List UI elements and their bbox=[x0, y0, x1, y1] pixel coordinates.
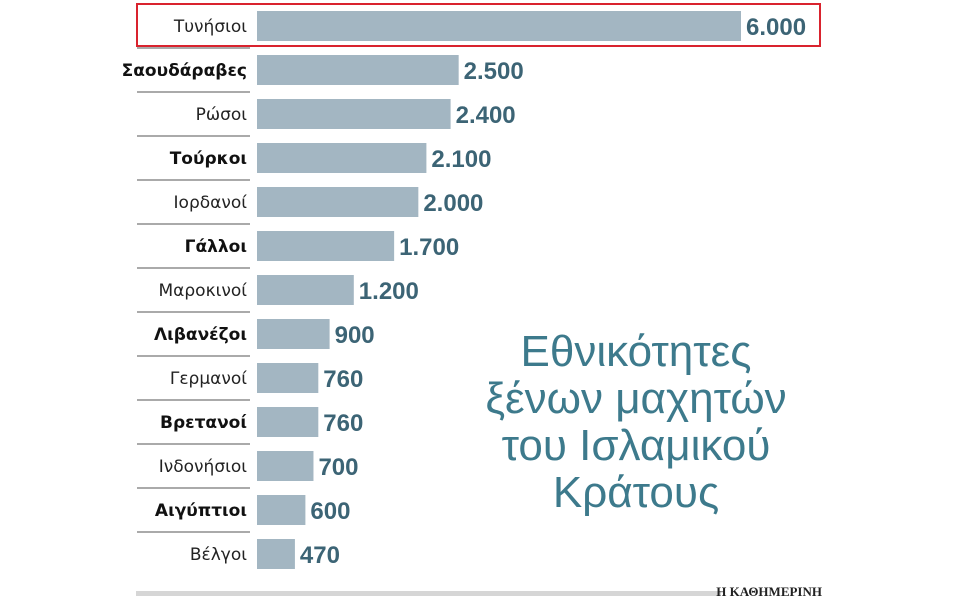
bar bbox=[257, 451, 314, 481]
value-label: 700 bbox=[318, 454, 358, 481]
category-label: Βρετανοί bbox=[160, 413, 247, 433]
category-label: Τυνήσιοι bbox=[173, 17, 247, 37]
bar bbox=[257, 275, 354, 305]
bar bbox=[257, 407, 319, 437]
category-label: Μαροκινοί bbox=[159, 281, 248, 301]
title-line: ξένων μαχητών bbox=[485, 374, 786, 423]
category-label: Ινδονήσιοι bbox=[159, 457, 248, 477]
bar bbox=[257, 187, 419, 217]
category-label: Τούρκοι bbox=[170, 149, 247, 169]
value-label: 2.000 bbox=[423, 190, 483, 217]
bar-row: Βέλγοι 470 bbox=[190, 539, 340, 569]
category-label: Λιβανέζοι bbox=[154, 325, 247, 345]
bar bbox=[257, 143, 427, 173]
value-label: 2.500 bbox=[464, 58, 524, 85]
chart-title: Εθνικότητες ξένων μαχητών του Ισλαμικού Κρά… bbox=[485, 327, 786, 517]
title-line: Κράτους bbox=[553, 468, 719, 517]
bar bbox=[257, 99, 451, 129]
bar-row: Σαουδάραβες 2.500 bbox=[122, 55, 524, 93]
bar-row: Λιβανέζοι 900 bbox=[137, 319, 375, 357]
category-label: Αιγύπτιοι bbox=[155, 501, 247, 521]
bar bbox=[257, 231, 395, 261]
category-label: Ρώσοι bbox=[196, 105, 248, 125]
category-label: Σαουδάραβες bbox=[122, 61, 247, 81]
bar-row: Αιγύπτιοι 600 bbox=[137, 495, 350, 533]
chart-rows: Τυνήσιοι 6.000 Σαουδάραβες 2.500 Ρώσοι 2.400 Τ… bbox=[122, 3, 821, 569]
title-line: Εθνικότητες bbox=[521, 327, 752, 376]
bar-row: Γερμανοί 760 bbox=[137, 363, 363, 401]
footer-bar bbox=[136, 591, 721, 596]
bar bbox=[257, 539, 295, 569]
bar-row: Τυνήσιοι 6.000 bbox=[136, 3, 821, 49]
value-label: 760 bbox=[323, 366, 363, 393]
bar bbox=[257, 55, 459, 85]
title-line: του Ισλαμικού bbox=[502, 421, 771, 470]
category-label: Γερμανοί bbox=[170, 369, 247, 389]
value-label: 1.200 bbox=[359, 278, 419, 305]
bar-row: Ιορδανοί 2.000 bbox=[137, 187, 483, 225]
category-label: Ιορδανοί bbox=[174, 193, 248, 213]
bar-row: Μαροκινοί 1.200 bbox=[137, 275, 419, 313]
highlight-box bbox=[136, 3, 821, 47]
category-label: Γάλλοι bbox=[185, 237, 247, 257]
value-label: 6.000 bbox=[746, 14, 806, 41]
bar-row: Τούρκοι 2.100 bbox=[137, 143, 491, 181]
value-label: 2.400 bbox=[456, 102, 516, 129]
category-label: Βέλγοι bbox=[190, 545, 247, 565]
value-label: 1.700 bbox=[399, 234, 459, 261]
bar bbox=[257, 495, 306, 525]
bar bbox=[257, 11, 741, 41]
bar-row: Γάλλοι 1.700 bbox=[137, 231, 459, 269]
value-label: 600 bbox=[310, 498, 350, 525]
value-label: 470 bbox=[300, 542, 340, 569]
bar bbox=[257, 363, 319, 393]
bar bbox=[257, 319, 330, 349]
source-label: Η ΚΑΘΗΜΕΡΙΝΗ bbox=[716, 584, 822, 598]
bar-row: Ρώσοι 2.400 bbox=[137, 99, 516, 137]
bar-row: Ινδονήσιοι 700 bbox=[137, 451, 359, 489]
value-label: 900 bbox=[335, 322, 375, 349]
value-label: 2.100 bbox=[431, 146, 491, 173]
bar-row: Βρετανοί 760 bbox=[137, 407, 363, 445]
value-label: 760 bbox=[323, 410, 363, 437]
